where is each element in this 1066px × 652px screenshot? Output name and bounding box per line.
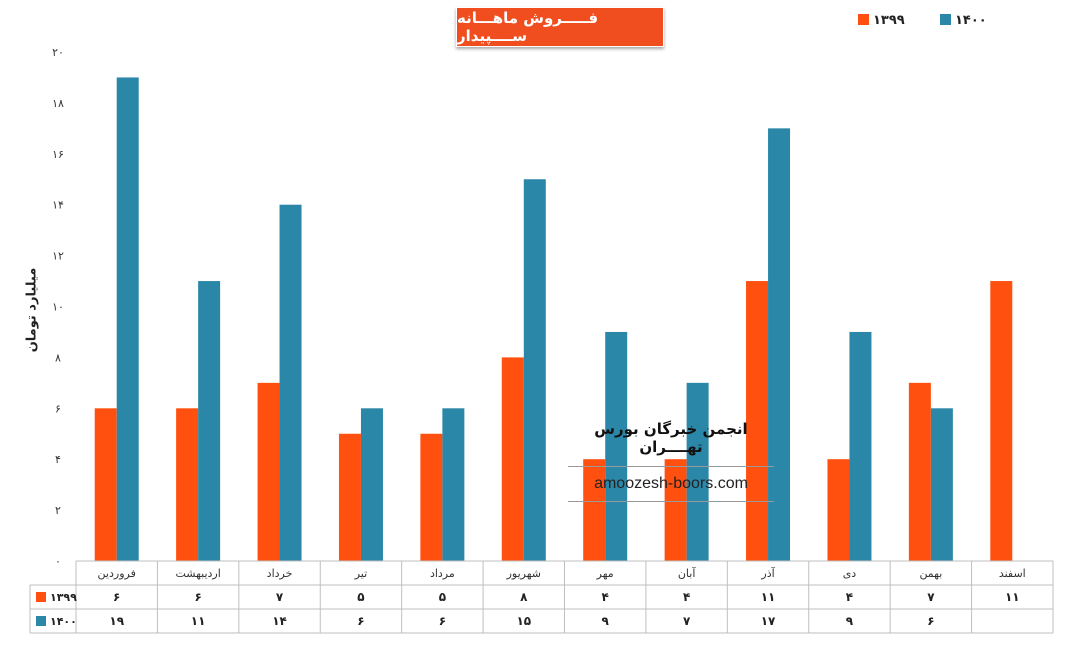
bar — [605, 331, 628, 561]
y-tick-label: ۴ — [55, 453, 61, 466]
bar — [827, 459, 850, 561]
legend-label-1399: ۱۳۹۹ — [873, 13, 905, 28]
legend-swatch-1399 — [858, 14, 869, 25]
y-tick-label: ۱۲ — [52, 250, 64, 263]
bar — [990, 281, 1013, 561]
bar — [849, 331, 872, 561]
data-label: ۷ — [683, 614, 691, 628]
table-legend-swatch — [36, 592, 46, 602]
data-label: ۶ — [194, 590, 201, 604]
bar — [116, 77, 139, 561]
y-tick-label: ۲ — [55, 504, 61, 517]
bar — [664, 459, 687, 561]
category-label: آبان — [678, 566, 696, 580]
table-legend-swatch — [36, 616, 46, 626]
bar — [257, 382, 280, 561]
bar — [420, 433, 443, 561]
y-tick-label: ۸ — [55, 351, 61, 364]
data-label: ۵ — [439, 590, 446, 604]
category-label: شهریور — [506, 567, 541, 580]
category-label: اسفند — [999, 567, 1026, 580]
data-label: ۷ — [927, 590, 935, 604]
data-label: ۱۷ — [761, 614, 776, 628]
y-tick-label: ۱۰ — [52, 301, 64, 314]
bar — [94, 408, 117, 561]
legend-label-1400: ۱۴۰۰ — [955, 13, 987, 28]
data-label: ۶ — [113, 590, 120, 604]
data-label: ۶ — [439, 614, 446, 628]
watermark-title: انجمن خبرگان بورس تهــــران — [568, 420, 774, 467]
bar — [523, 179, 546, 561]
data-label: ۸ — [520, 590, 528, 604]
category-label: فروردین — [98, 567, 136, 580]
table-series-name: ۱۳۹۹ — [50, 591, 77, 604]
data-label: ۴ — [683, 590, 690, 604]
y-tick-label: ۱۴ — [52, 199, 64, 212]
category-label: اردیبهشت — [175, 567, 220, 580]
category-label: دی — [843, 567, 857, 580]
category-label: مهر — [596, 567, 614, 580]
bar — [746, 281, 769, 561]
chart-title: فـــــروش ماهـــانه ســــپیدار — [457, 9, 599, 45]
y-tick-label: ۲۰ — [52, 46, 64, 59]
data-label: ۹ — [602, 614, 610, 628]
bar — [176, 408, 199, 561]
data-label: ۹ — [846, 614, 854, 628]
legend-1400: ۱۴۰۰ — [940, 13, 987, 28]
table-series-name: ۱۴۰۰ — [50, 615, 77, 628]
data-label: ۶ — [927, 614, 934, 628]
y-tick-label: ۱۶ — [52, 148, 64, 161]
watermark: انجمن خبرگان بورس تهــــران amoozesh-boo… — [568, 420, 774, 502]
bar — [686, 382, 709, 561]
data-label: ۷ — [276, 590, 284, 604]
bar — [198, 281, 221, 561]
data-label: ۶ — [357, 614, 364, 628]
category-label: بهمن — [919, 567, 942, 580]
bar — [442, 408, 465, 561]
data-label: ۱۱ — [761, 590, 776, 604]
bar — [338, 433, 361, 561]
data-label: ۱۱ — [1005, 590, 1020, 604]
y-tick-label: ۱۸ — [52, 97, 64, 110]
data-label: ۴ — [846, 590, 853, 604]
bar — [279, 204, 302, 561]
watermark-url: amoozesh-boors.com — [568, 467, 774, 502]
title-box: فـــــروش ماهـــانه ســــپیدار — [456, 7, 664, 47]
data-label: ۵ — [357, 590, 364, 604]
data-label: ۱۵ — [516, 614, 531, 628]
category-label: مرداد — [430, 567, 455, 580]
bar — [908, 382, 931, 561]
data-label: ۱۱ — [191, 614, 206, 628]
data-label: ۴ — [602, 590, 609, 604]
bar — [930, 408, 953, 561]
bar — [768, 128, 791, 561]
bar — [360, 408, 383, 561]
legend-swatch-1400 — [940, 14, 951, 25]
data-label: ۱۹ — [109, 614, 124, 628]
category-label: تیر — [354, 567, 367, 580]
bar — [583, 459, 606, 561]
legend-1399: ۱۳۹۹ — [858, 13, 905, 28]
category-label: آذر — [760, 566, 775, 580]
data-label: ۱۴ — [272, 614, 287, 628]
y-tick-label: ۶ — [55, 402, 61, 415]
y-tick-label: ۰ — [55, 555, 61, 568]
category-label: خرداد — [267, 567, 293, 580]
bar — [501, 357, 524, 561]
